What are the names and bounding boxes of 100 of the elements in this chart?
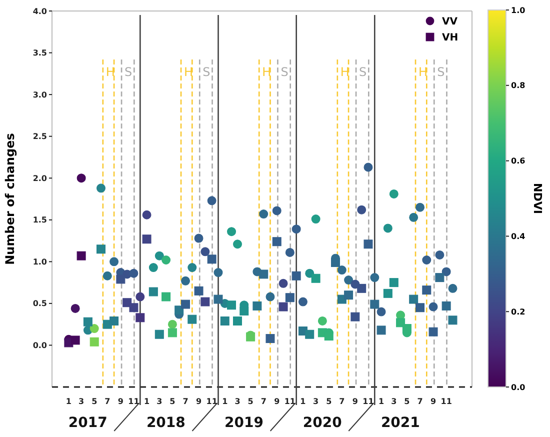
color-bar-label: 0.2 <box>511 307 526 316</box>
point <box>364 240 373 249</box>
point <box>142 210 152 220</box>
point <box>154 330 164 339</box>
point <box>96 184 106 193</box>
point <box>422 286 432 295</box>
ref-line-label: H <box>262 65 272 80</box>
point <box>383 224 392 233</box>
x-tick-label: 5 <box>326 397 332 406</box>
point <box>70 336 80 345</box>
ref-line-label: S <box>124 65 132 80</box>
x-tick-label: 7 <box>104 397 110 406</box>
x-tick-label: 7 <box>182 397 188 406</box>
y-tick-label: 3.0 <box>32 90 48 100</box>
point <box>129 268 138 278</box>
point <box>168 328 177 338</box>
y-tick-label: 2.0 <box>32 174 48 183</box>
point <box>129 303 138 312</box>
x-tick-label: 11 <box>440 397 452 406</box>
x-tick-label: 7 <box>260 397 266 406</box>
x-tick-label: 1 <box>222 397 228 406</box>
x-tick-label: 7 <box>339 397 345 406</box>
point <box>278 278 288 288</box>
point <box>188 314 197 324</box>
point <box>76 174 86 183</box>
point <box>110 316 119 326</box>
color-bar-title: NDVI <box>531 183 544 214</box>
x-tick-label: 5 <box>404 397 410 406</box>
x-tick-label: 1 <box>144 397 150 406</box>
ref-line-label: H <box>340 65 350 80</box>
x-tick-label: 3 <box>156 397 162 406</box>
x-tick-label: 9 <box>196 397 202 406</box>
point <box>370 273 380 282</box>
x-tick-label: 5 <box>170 397 176 406</box>
point <box>110 257 119 266</box>
x-tick-label: 7 <box>417 397 423 406</box>
point <box>428 327 438 336</box>
text: 2017 <box>68 415 108 431</box>
point <box>389 189 398 198</box>
point <box>305 268 314 278</box>
point <box>90 324 99 334</box>
point <box>311 214 320 224</box>
point <box>96 244 106 254</box>
point <box>448 284 458 293</box>
point <box>357 284 366 293</box>
point <box>102 271 112 280</box>
point <box>305 330 314 339</box>
point <box>272 237 282 246</box>
point <box>278 302 288 312</box>
color-bar-label: 0.4 <box>511 232 526 241</box>
point <box>76 251 86 260</box>
x-tick-label: 5 <box>248 397 254 406</box>
point <box>344 276 354 285</box>
point <box>266 292 275 302</box>
point <box>337 266 346 275</box>
point <box>181 276 190 286</box>
y-tick-label: 1.5 <box>32 216 48 225</box>
point <box>188 263 197 272</box>
point <box>252 301 262 310</box>
point <box>162 255 171 264</box>
y-tick-label: 0.5 <box>32 299 48 308</box>
point <box>148 287 158 296</box>
point <box>285 293 294 302</box>
text: 2021 <box>380 415 420 431</box>
point <box>350 312 360 322</box>
point <box>311 274 320 283</box>
point <box>389 278 398 288</box>
x-tick-label: 1 <box>378 397 384 406</box>
point <box>416 303 425 312</box>
point <box>266 334 275 344</box>
point <box>194 286 204 296</box>
ref-line-label: S <box>359 65 367 80</box>
point <box>416 202 425 212</box>
y-tick-label: 3.5 <box>32 48 48 58</box>
color-bar-label: 0.8 <box>511 81 526 90</box>
ref-line-label: S <box>202 65 210 80</box>
point <box>402 324 412 334</box>
x-tick-label: 3 <box>234 397 240 406</box>
point <box>142 234 152 244</box>
x-tick-label: 3 <box>78 397 84 406</box>
legend-label: VH <box>442 32 458 44</box>
x-tick-label: 5 <box>92 397 98 406</box>
point <box>240 306 249 316</box>
x-tick-label: 9 <box>430 397 436 406</box>
x-tick-label: 9 <box>274 397 280 406</box>
point <box>409 212 418 222</box>
y-axis-title: Number of changes <box>3 133 17 265</box>
point <box>154 251 164 260</box>
point <box>220 316 230 326</box>
x-tick-label: 9 <box>352 397 358 406</box>
point <box>227 300 236 310</box>
ref-line-label: S <box>437 65 445 80</box>
point <box>116 274 126 284</box>
point <box>292 271 301 280</box>
color-bar-label: 1.0 <box>511 6 526 15</box>
y-tick-label: 2.5 <box>32 132 48 142</box>
point <box>83 317 92 326</box>
point <box>148 263 158 272</box>
color-bar-label: 0.6 <box>511 156 526 166</box>
point <box>168 320 177 329</box>
